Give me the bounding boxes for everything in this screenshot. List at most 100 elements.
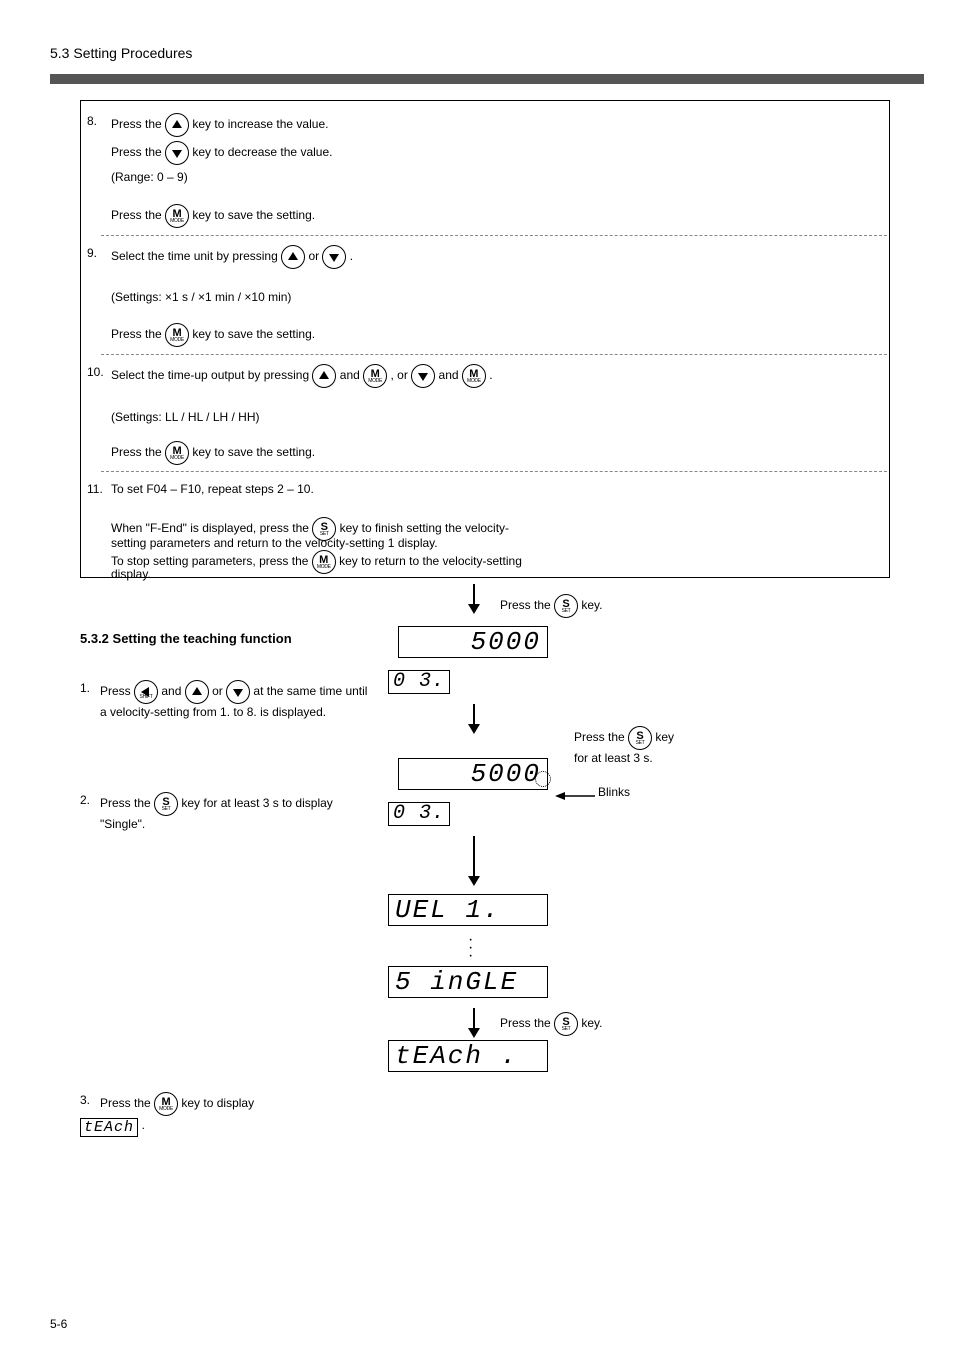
- flow-arrow-icon: [464, 1008, 484, 1038]
- t: key to save the setting.: [192, 208, 315, 222]
- step8-line4: Press the MMODE key to save the setting.: [111, 204, 315, 228]
- up-key: [281, 245, 305, 269]
- step-2-text: Press the SSET key for at least 3 s to d…: [100, 792, 380, 832]
- mode-key: MMODE: [165, 204, 189, 228]
- t: Press the: [111, 327, 165, 341]
- t: and: [340, 368, 363, 382]
- t: key to finish setting the velocity-: [340, 521, 509, 535]
- disp4: 5 inGLE: [388, 966, 548, 998]
- up-key: [185, 680, 209, 704]
- disp3: UEL 1.: [388, 894, 548, 926]
- step-1-text: Press SHIFT and or at the same time unti…: [100, 680, 380, 720]
- disp1: 5000: [398, 626, 548, 658]
- flow-note-2: Press the SSET key for at least 3 s.: [574, 726, 674, 766]
- step10-num: 10.: [87, 364, 105, 380]
- down-key: [411, 364, 435, 388]
- ms: MODE: [463, 378, 485, 385]
- mode-key: MMODE: [154, 1092, 178, 1116]
- section-532-title: 5.3.2 Setting the teaching function: [80, 630, 292, 648]
- up-key: [165, 113, 189, 137]
- step11-line1: To set F04 – F10, repeat steps 2 – 10.: [111, 481, 314, 497]
- t: key to save the setting.: [192, 327, 315, 341]
- step9-line1: Select the time unit by pressing or .: [111, 245, 353, 269]
- mode-key: MMODE: [312, 550, 336, 574]
- flow-arrow-icon: [464, 704, 484, 734]
- flow-arrow-icon: [464, 584, 484, 614]
- t: key: [655, 730, 674, 744]
- blinks-label: Blinks: [598, 784, 630, 800]
- down-key: [322, 245, 346, 269]
- header-rule: [50, 74, 924, 84]
- teach-disp: tEAch: [80, 1118, 138, 1137]
- t: and: [439, 368, 462, 382]
- t: Press the: [500, 598, 554, 612]
- blink-arrow-icon: [555, 790, 595, 802]
- down-key: [226, 680, 250, 704]
- dash2: [101, 354, 887, 355]
- dash1: [101, 235, 887, 236]
- mode-key: MMODE: [363, 364, 387, 388]
- step11-line3: setting parameters and return to the vel…: [111, 535, 438, 551]
- down-key: [165, 141, 189, 165]
- flow-note-1: Press the SSET key.: [500, 594, 603, 618]
- disp1-sub-wrap: 0 3.: [388, 670, 450, 694]
- mode-key: MMODE: [462, 364, 486, 388]
- t: Press the: [100, 1096, 154, 1110]
- t: key to increase the value.: [192, 117, 328, 131]
- step-1-num: 1.: [80, 680, 90, 696]
- ss: SET: [555, 608, 577, 615]
- disp2-sub-wrap: 0 3.: [388, 802, 450, 826]
- t: key to save the setting.: [192, 445, 315, 459]
- set-key: SSET: [628, 726, 652, 750]
- ss: SET: [155, 806, 177, 813]
- t: Press the: [111, 208, 165, 222]
- step-3-num: 3.: [80, 1092, 90, 1108]
- steps-box: 8. Press the key to increase the value. …: [80, 100, 890, 578]
- t: .: [489, 368, 492, 382]
- t: at the same time until: [253, 684, 367, 698]
- t: Select the time-up output by pressing: [111, 368, 312, 382]
- t: Press: [100, 684, 134, 698]
- t: Press the: [500, 1016, 554, 1030]
- step-3-text: Press the MMODE key to display: [100, 1092, 500, 1116]
- step8-line3: (Range: 0 – 9): [111, 169, 188, 185]
- mode-key: MMODE: [165, 441, 189, 465]
- t: a velocity-setting from 1. to 8. is disp…: [100, 705, 326, 719]
- set-key: SSET: [554, 1012, 578, 1036]
- disp5: tEAch .: [388, 1040, 548, 1072]
- t: key for at least 3 s to display: [181, 796, 332, 810]
- dash3: [101, 471, 887, 472]
- period: .: [142, 1118, 145, 1132]
- disp5-wrap: tEAch .: [388, 1040, 548, 1072]
- flow-note-3: Press the SSET key.: [500, 1012, 603, 1036]
- ms: MODE: [313, 564, 335, 571]
- flow-arrow-icon: [464, 836, 484, 886]
- t: Press the: [111, 145, 165, 159]
- step8-line1: Press the key to increase the value.: [111, 113, 328, 137]
- t: Press the: [100, 796, 154, 810]
- ms: MODE: [364, 378, 386, 385]
- ss: SET: [555, 1026, 577, 1033]
- t: or: [308, 249, 322, 263]
- step11-line4: To stop setting parameters, press the MM…: [111, 550, 522, 574]
- mode-key: MMODE: [165, 323, 189, 347]
- step10-line3: Press the MMODE key to save the setting.: [111, 441, 315, 465]
- up-key: [312, 364, 336, 388]
- set-key: SSET: [154, 792, 178, 816]
- step11-num: 11.: [87, 481, 105, 497]
- t: key.: [581, 1016, 602, 1030]
- step11-line5: display.: [111, 566, 151, 582]
- t: , or: [391, 368, 412, 382]
- page-title: 5.3 Setting Procedures: [50, 44, 192, 63]
- t: for at least 3 s.: [574, 751, 653, 765]
- t: Select the time unit by pressing: [111, 249, 281, 263]
- set-key: SSET: [554, 594, 578, 618]
- sh: SHIFT: [135, 694, 157, 701]
- page-number: 5-6: [50, 1317, 67, 1331]
- t: key to decrease the value.: [192, 145, 332, 159]
- step-2-num: 2.: [80, 792, 90, 808]
- t: key to display: [181, 1096, 254, 1110]
- ms: MODE: [166, 218, 188, 225]
- disp2: 5000: [398, 758, 548, 790]
- step10-line1: Select the time-up output by pressing an…: [111, 364, 493, 388]
